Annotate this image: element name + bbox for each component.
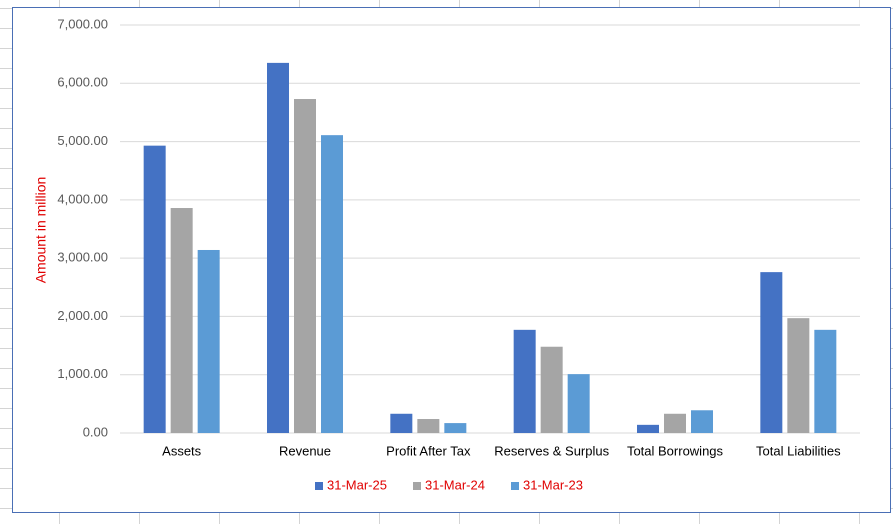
bar [664, 413, 686, 433]
x-tick-label: Reserves & Surplus [494, 443, 609, 458]
bar [814, 329, 837, 433]
y-tick-label: 6,000.00 [57, 75, 108, 90]
legend-label: 31-Mar-24 [425, 477, 485, 492]
y-tick-label: 5,000.00 [57, 133, 108, 148]
y-tick-label: 3,000.00 [57, 250, 108, 265]
legend-marker [413, 482, 421, 490]
bar [197, 249, 220, 433]
bar [513, 329, 536, 433]
bar [567, 374, 590, 433]
y-tick-label: 2,000.00 [57, 308, 108, 323]
x-tick-label: Revenue [279, 443, 331, 458]
legend-label: 31-Mar-25 [327, 477, 387, 492]
bar [540, 346, 563, 433]
x-tick-label: Assets [162, 443, 202, 458]
x-tick-label: Total Liabilities [756, 443, 841, 458]
y-axis-label: Amount in million [33, 177, 49, 284]
bar [637, 424, 659, 433]
x-tick-label: Profit After Tax [386, 443, 471, 458]
y-tick-label: 0.00 [83, 424, 108, 439]
bar [760, 272, 783, 433]
bar [267, 62, 289, 434]
bar [444, 423, 467, 433]
legend-label: 31-Mar-23 [523, 477, 583, 492]
y-tick-label: 4,000.00 [57, 191, 108, 206]
x-tick-label: Total Borrowings [627, 443, 724, 458]
legend-marker [511, 482, 519, 490]
bar [170, 208, 193, 433]
bar [417, 419, 440, 433]
legend-marker [315, 482, 323, 490]
bar [787, 318, 810, 433]
bar [390, 413, 413, 433]
bar [691, 410, 713, 433]
y-tick-label: 1,000.00 [57, 366, 108, 381]
bar [294, 99, 316, 433]
y-tick-label: 7,000.00 [57, 16, 108, 31]
bar [321, 135, 343, 433]
bar [143, 145, 166, 433]
